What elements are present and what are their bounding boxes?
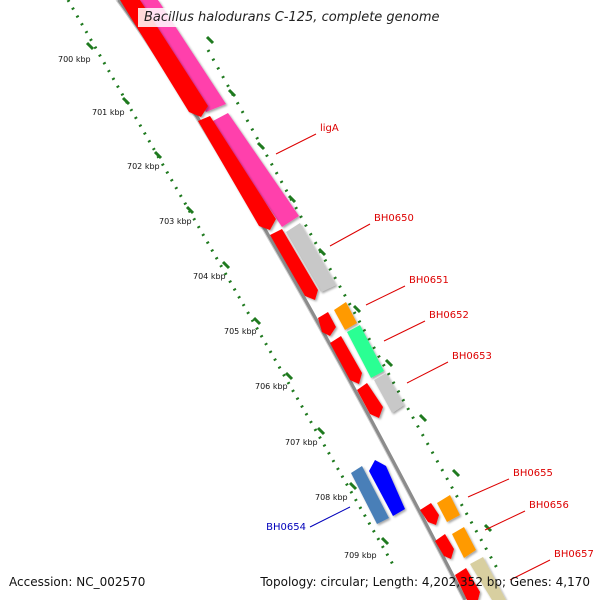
gene-label-bh0652[interactable]: BH0652 <box>429 310 469 321</box>
major-tick-inner <box>380 536 390 546</box>
gene-leader-lines <box>275 133 551 581</box>
cog-feature-tan-1[interactable] <box>470 557 506 600</box>
tick-label: 706 kbp <box>255 382 288 391</box>
major-tick-inner <box>316 426 326 436</box>
major-tick-inner <box>284 371 294 381</box>
major-tick-outer <box>418 413 428 423</box>
tick-label: 701 kbp <box>92 108 125 117</box>
major-tick-outer <box>352 304 362 314</box>
reverse-cds-ring <box>351 460 405 524</box>
tick-label: 709 kbp <box>344 551 377 560</box>
cog-feature-orange-3[interactable] <box>452 527 476 558</box>
major-tick-inner <box>221 260 231 270</box>
cds-bh0656[interactable] <box>435 534 454 559</box>
tick-label: 700 kbp <box>58 55 91 64</box>
major-tick-inner <box>153 150 163 160</box>
cog-feature-magenta-2[interactable] <box>211 113 299 227</box>
gene-leader-line <box>309 506 351 528</box>
major-tick-outer <box>384 358 394 368</box>
gene-label-bh0650[interactable]: BH0650 <box>374 213 414 224</box>
cds-bh0657[interactable] <box>455 568 480 600</box>
cog-feature-grey-1[interactable] <box>286 223 336 292</box>
major-tick-outer <box>287 194 297 204</box>
major-tick-outer <box>451 468 461 478</box>
genome-summary-text: Topology: circular; Length: 4,202,352 bp… <box>260 575 590 589</box>
gene-leader-line <box>365 285 406 306</box>
major-tick-outer <box>483 523 493 533</box>
tick-label: 702 kbp <box>127 162 160 171</box>
tick-label: 703 kbp <box>159 217 192 226</box>
gene-leader-line <box>329 223 371 247</box>
cds-bh0655[interactable] <box>420 503 439 525</box>
major-tick-inner <box>85 41 95 51</box>
tick-label: 704 kbp <box>193 272 226 281</box>
cog-feature-grey-2[interactable] <box>374 373 404 413</box>
cog-feature-orange-2[interactable] <box>437 495 460 522</box>
cds-bh0654-cog[interactable] <box>351 466 389 524</box>
cds-bh0652[interactable] <box>330 336 362 384</box>
major-tick-inner <box>348 481 358 491</box>
tick-label: 707 kbp <box>285 438 318 447</box>
gene-leader-line <box>275 133 317 155</box>
gene-label-bh0654[interactable]: BH0654 <box>266 522 306 533</box>
cog-ring <box>138 0 506 600</box>
cds-bh0650[interactable] <box>270 229 318 300</box>
gene-label-bh0653[interactable]: BH0653 <box>452 351 492 362</box>
cog-feature-magenta-1[interactable] <box>138 0 226 112</box>
gene-label-bh0651[interactable]: BH0651 <box>409 275 449 286</box>
forward-cds-ring <box>120 0 480 600</box>
major-tick-outer <box>256 141 266 151</box>
gene-labels: ligA BH0650 BH0651 BH0652 BH0653 BH0654 BH0655… <box>266 123 594 560</box>
gene-leader-line <box>509 559 551 581</box>
major-tick-outer <box>205 35 215 45</box>
cds-bh0648[interactable] <box>120 0 208 117</box>
map-title: Bacillus halodurans C-125, complete geno… <box>138 8 446 27</box>
gene-label-bh0657[interactable]: BH0657 <box>554 549 594 560</box>
gene-label-bh0655[interactable]: BH0655 <box>513 468 553 479</box>
gene-label-liga[interactable]: ligA <box>320 123 339 134</box>
cog-feature-orange-1[interactable] <box>334 302 357 330</box>
gene-leader-line <box>406 361 449 384</box>
cds-bh0653[interactable] <box>357 383 383 418</box>
major-tick-inner <box>185 205 195 215</box>
major-tick-inner <box>121 96 131 106</box>
scale-ring-inner <box>66 0 397 569</box>
gene-leader-line <box>467 478 510 498</box>
accession-text: Accession: NC_002570 <box>9 575 146 589</box>
tick-label: 705 kbp <box>224 327 257 336</box>
gene-label-bh0656[interactable]: BH0656 <box>529 500 569 511</box>
cds-bh0654[interactable] <box>369 460 405 516</box>
cds-liga[interactable] <box>198 116 276 230</box>
genome-backbone-highlight <box>115 0 464 600</box>
gene-leader-line <box>484 510 526 531</box>
major-tick-outer <box>227 88 237 98</box>
gene-leader-line <box>383 320 426 342</box>
tick-label: 708 kbp <box>315 493 348 502</box>
cog-feature-green-1[interactable] <box>347 325 384 378</box>
major-tick-outer <box>317 247 327 257</box>
major-tick-inner <box>252 316 262 326</box>
cds-bh0651[interactable] <box>318 312 336 336</box>
genome-backbone <box>116 0 467 600</box>
major-ticks <box>85 35 493 546</box>
tick-labels: 700 kbp 701 kbp 702 kbp 703 kbp 704 kbp 705 k… <box>58 55 377 560</box>
